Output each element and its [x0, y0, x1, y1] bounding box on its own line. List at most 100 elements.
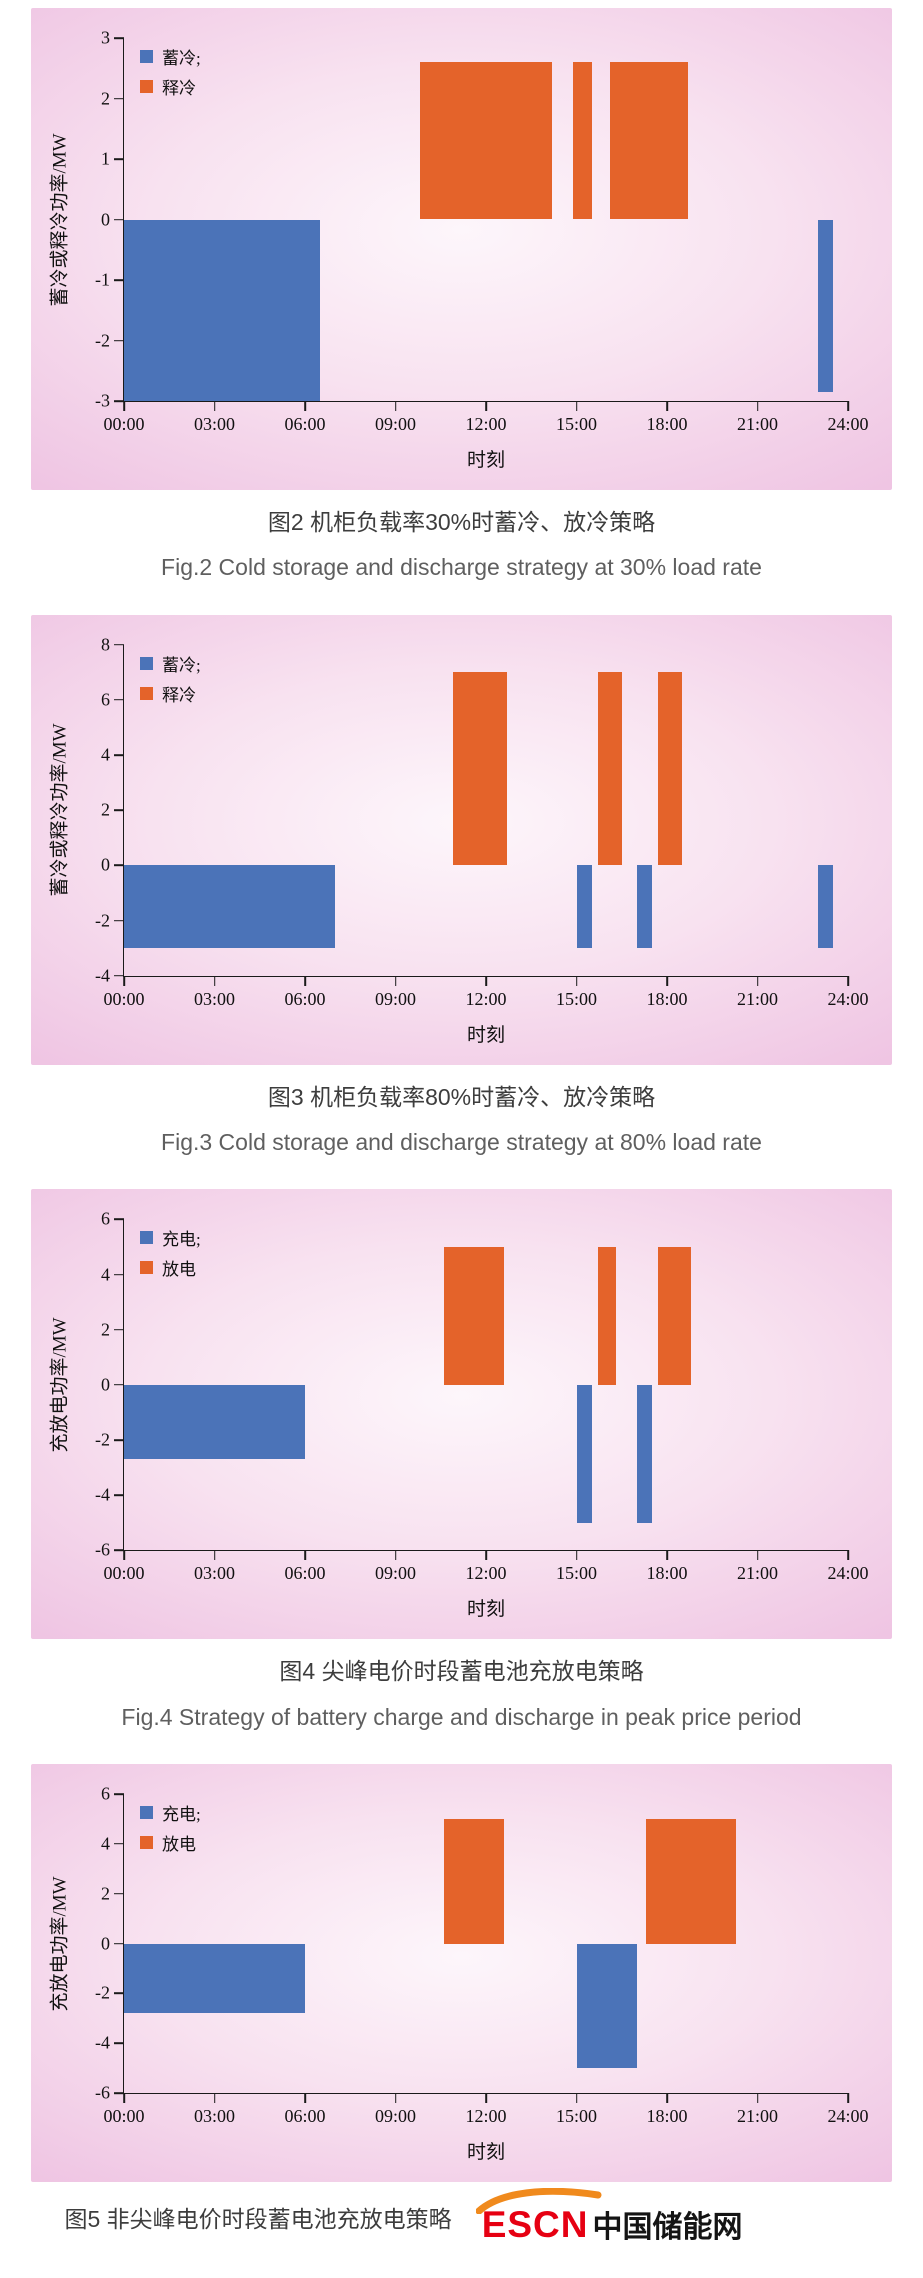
x-axis-tick — [575, 2093, 578, 2104]
x-axis-label: 时刻 — [466, 1024, 506, 1046]
y-axis-tick-label: -4 — [95, 2032, 110, 2053]
y-axis-tick-label: -6 — [95, 2082, 110, 2103]
x-axis-tick-label: 18:00 — [646, 2106, 688, 2127]
y-axis-tick-label: 0 — [101, 1933, 110, 1954]
x-axis-tick-label: 24:00 — [827, 988, 869, 1009]
legend-swatch-release — [140, 80, 153, 93]
y-axis-tick — [114, 279, 124, 281]
legend-swatch-discharge — [140, 1836, 153, 1850]
legend-label-charge: 充电; — [162, 1230, 201, 1250]
chart-bar-discharge — [443, 1246, 505, 1385]
x-axis-tick — [304, 975, 306, 986]
y-axis-tick — [114, 339, 124, 342]
x-axis-tick — [304, 2093, 306, 2104]
chart-bar-release — [573, 62, 592, 220]
x-axis-tick — [756, 2093, 759, 2104]
y-axis-tick-label: 2 — [101, 88, 110, 108]
x-axis-tick-label: 18:00 — [646, 414, 688, 434]
y-axis-tick-label: 0 — [101, 1374, 110, 1395]
y-axis-tick-label: 3 — [101, 27, 110, 48]
y-axis-label: 蓄冷或释冷功率/MW — [49, 723, 71, 897]
x-axis-tick — [485, 2093, 487, 2104]
figure-caption-en-fig4: Fig.4 Strategy of battery charge and dis… — [121, 1703, 802, 1730]
x-axis-tick — [756, 1550, 759, 1561]
x-axis-tick — [123, 1550, 125, 1561]
x-axis-tick-label: 18:00 — [646, 1563, 688, 1584]
x-axis-tick — [213, 1550, 216, 1561]
x-axis-tick-label: 12:00 — [465, 414, 507, 434]
chart-bar-discharge — [597, 1246, 616, 1385]
x-axis-tick-label: 00:00 — [103, 1563, 145, 1584]
y-axis-tick-label: 0 — [101, 209, 110, 229]
legend-item: 充电; — [140, 1225, 201, 1250]
legend-swatch-charge — [140, 1231, 153, 1245]
x-axis-tick-label: 21:00 — [736, 988, 779, 1009]
x-axis-tick-label: 06:00 — [284, 2106, 326, 2127]
chart-fig5-battery-offpeak: -6 -4 -2 0 2 4 6 00:00 03:00 06:00 09:00 12:00 15:00… — [50, 1784, 869, 2164]
figure5-caption-row: 图5 非尖峰电价时段蓄电池充放电策略 ESCN 中国储能网 — [0, 2188, 865, 2243]
x-axis-tick-label: 03:00 — [193, 1563, 236, 1584]
y-axis-tick — [114, 699, 124, 701]
y-axis-tick — [114, 1273, 124, 1276]
y-axis-tick-label: 8 — [101, 634, 110, 655]
figure-block-fig3: -4 -2 0 2 4 6 8 00:00 03:00 06:00 09:00 12:00 15:00 1… — [0, 614, 923, 1160]
x-axis-tick-label: 06:00 — [284, 988, 326, 1009]
chart-panel-fig3: -4 -2 0 2 4 6 8 00:00 03:00 06:00 09:00 12:00 15:00 1… — [31, 614, 892, 1065]
y-axis-tick-label: -1 — [95, 269, 110, 290]
x-axis-tick-label: 24:00 — [827, 414, 869, 434]
legend-swatch-storage — [140, 50, 153, 63]
chart-fig4-battery-peak: -6 -4 -2 0 2 4 6 00:00 03:00 06:00 09:00 12:00 15:00… — [50, 1209, 869, 1621]
x-axis-tick — [847, 1550, 849, 1561]
x-axis-tick — [304, 1550, 306, 1561]
x-axis-tick — [575, 401, 578, 411]
escn-logo: ESCN 中国储能网 — [475, 2188, 743, 2243]
chart-bar-charge — [636, 1384, 652, 1523]
figure-block-fig5: -6 -4 -2 0 2 4 6 00:00 03:00 06:00 09:00 12:00 15:00… — [0, 1764, 923, 2243]
x-axis-tick — [666, 1550, 668, 1561]
x-axis-tick-label: 03:00 — [193, 414, 236, 434]
x-axis-tick-label: 03:00 — [193, 2106, 236, 2127]
x-axis-tick-label: 06:00 — [284, 414, 326, 434]
legend-item: 释冷 — [140, 681, 201, 706]
y-axis-tick — [114, 1992, 124, 1995]
legend-item: 放电 — [140, 1830, 201, 1855]
chart-bar-release — [419, 62, 553, 220]
x-axis-label: 时刻 — [466, 450, 506, 471]
y-axis-tick-label: 6 — [101, 1783, 110, 1804]
x-axis-tick-label: 15:00 — [555, 414, 598, 434]
x-axis-tick — [213, 401, 216, 411]
x-axis-tick — [485, 1550, 487, 1561]
y-axis-tick-label: 2 — [101, 1883, 110, 1904]
legend-label-discharge: 放电 — [162, 1835, 196, 1855]
x-axis-tick — [213, 2093, 216, 2104]
legend-label-release: 释冷 — [162, 685, 196, 705]
x-axis-tick — [485, 401, 487, 411]
y-axis-tick — [114, 218, 124, 221]
x-axis-tick-label: 06:00 — [284, 1563, 326, 1584]
x-axis-tick — [123, 401, 125, 411]
y-axis-label: 充放电功率/MW — [49, 1317, 71, 1453]
chart-bar-release — [609, 62, 689, 220]
legend-swatch-discharge — [140, 1261, 153, 1275]
x-axis-tick — [756, 401, 759, 411]
x-axis-tick — [394, 1550, 397, 1561]
x-axis-tick — [847, 401, 849, 411]
x-axis-tick-label: 21:00 — [736, 2106, 779, 2127]
y-axis-tick — [114, 400, 124, 402]
y-axis-tick-label: -4 — [95, 1484, 110, 1505]
legend-item: 放电 — [140, 1255, 201, 1280]
y-axis-tick-label: 4 — [101, 1264, 110, 1285]
x-axis-tick-label: 12:00 — [465, 2106, 507, 2127]
chart-bar-storage — [817, 865, 833, 949]
y-axis-label: 蓄冷或释冷功率/MW — [49, 132, 71, 307]
y-axis-tick — [114, 974, 124, 977]
chart-bar-charge — [124, 1384, 305, 1460]
y-axis-tick-label: 6 — [101, 1208, 110, 1229]
chart-panel-fig2: -3 -2 -1 0 1 2 3 00:00 03:00 06:00 09:00 12:00 15:00… — [31, 8, 892, 490]
y-axis-tick-label: -2 — [95, 1429, 110, 1450]
chart-bar-discharge — [645, 1818, 737, 1944]
x-axis-tick — [123, 975, 125, 986]
chart-bar-storage — [636, 865, 652, 949]
y-axis-tick — [114, 1494, 124, 1496]
y-axis-tick-label: 1 — [101, 148, 110, 169]
